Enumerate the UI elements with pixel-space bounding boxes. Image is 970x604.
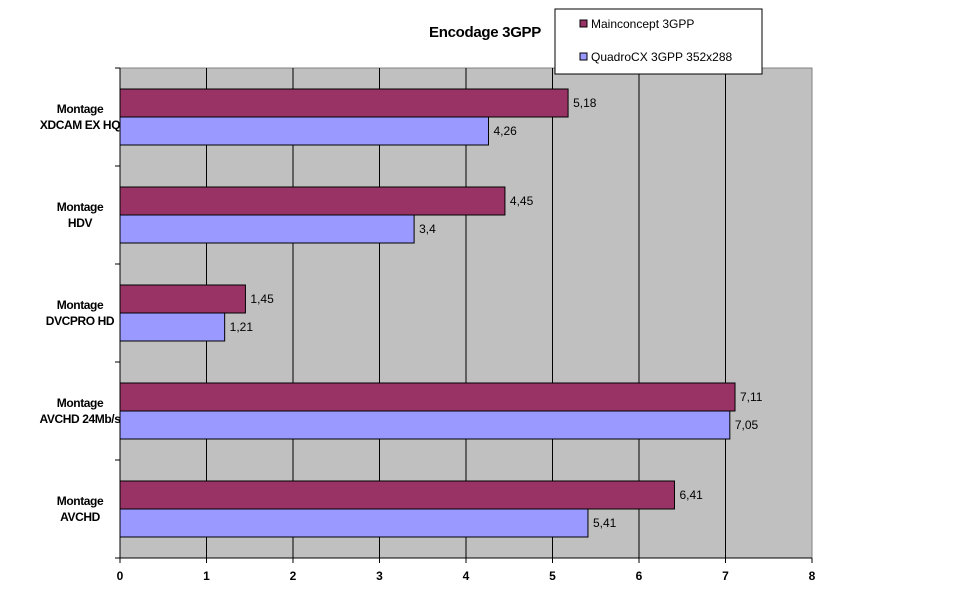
- axes: 0 1 2 3 4 5 6 7 8: [115, 67, 816, 583]
- gridlines: [206, 68, 726, 558]
- category-label: AVCHD: [60, 510, 101, 524]
- x-tick-label: 0: [117, 569, 124, 583]
- data-label: 4,45: [510, 194, 534, 208]
- x-tick-label: 7: [722, 569, 729, 583]
- legend-label: QuadroCX 3GPP 352x288: [591, 50, 733, 64]
- data-label: 6,41: [679, 488, 703, 502]
- x-tick-label: 3: [376, 569, 383, 583]
- legend-box: [554, 8, 763, 75]
- x-tick-label: 1: [203, 569, 210, 583]
- bar: [119, 312, 226, 342]
- legend-swatch: [579, 52, 588, 61]
- data-label: 5,41: [593, 516, 617, 530]
- data-label: 5,18: [573, 96, 597, 110]
- bar: [119, 508, 589, 538]
- bar: [119, 186, 506, 216]
- bar: [119, 480, 675, 510]
- bar: [119, 88, 569, 118]
- category-label: Montage: [57, 200, 104, 214]
- bar: [119, 214, 415, 244]
- bars: [119, 88, 736, 538]
- x-tick-label: 8: [809, 569, 816, 583]
- legend: Mainconcept 3GPP QuadroCX 3GPP 352x288: [554, 8, 763, 75]
- x-tick-label: 4: [463, 569, 470, 583]
- category-label: DVCPRO HD: [46, 314, 115, 328]
- x-tick-label: 2: [290, 569, 297, 583]
- data-label: 4,26: [493, 124, 517, 138]
- data-label: 3,4: [419, 222, 436, 236]
- category-label: XDCAM EX HQ: [40, 118, 120, 132]
- legend-label: Mainconcept 3GPP: [591, 17, 694, 31]
- bar: [119, 382, 736, 412]
- category-label: Montage: [57, 102, 104, 116]
- category-label: Montage: [57, 396, 104, 410]
- category-label: AVCHD 24Mb/s: [40, 412, 122, 426]
- bar: [119, 410, 731, 440]
- data-label: 1,45: [250, 292, 274, 306]
- category-label: Montage: [57, 298, 104, 312]
- labels: 5,18 4,26 Montage XDCAM EX HQ 4,45 3,4 Montage…: [40, 96, 763, 530]
- category-label: Montage: [57, 494, 104, 508]
- data-label: 1,21: [230, 320, 254, 334]
- bar: [119, 284, 246, 314]
- category-label: HDV: [68, 216, 93, 230]
- data-label: 7,11: [740, 390, 763, 404]
- x-tick-label: 6: [636, 569, 643, 583]
- bar: [119, 116, 489, 146]
- x-tick-label: 5: [549, 569, 556, 583]
- data-label: 7,05: [735, 418, 759, 432]
- legend-swatch: [579, 19, 588, 28]
- chart-title: Encodage 3GPP: [429, 24, 541, 41]
